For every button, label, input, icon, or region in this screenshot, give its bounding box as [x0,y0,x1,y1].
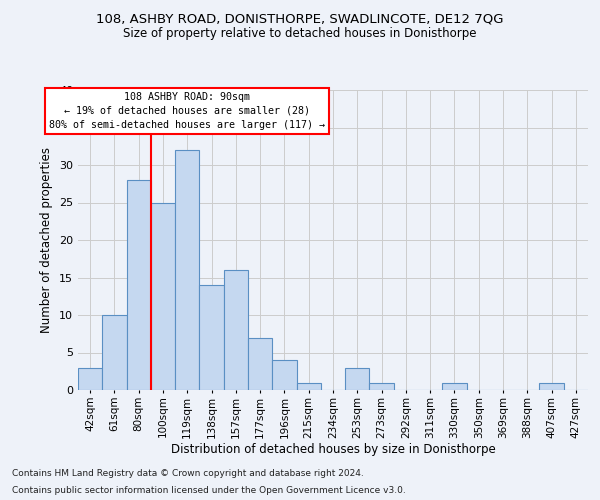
Bar [224,270,248,390]
Bar [127,180,151,390]
X-axis label: Distribution of detached houses by size in Donisthorpe: Distribution of detached houses by size … [170,443,496,456]
Bar [442,382,467,390]
Bar [175,150,199,390]
Bar [151,202,175,390]
Bar [539,382,564,390]
Bar [272,360,296,390]
Bar [345,368,370,390]
Bar [102,315,127,390]
Y-axis label: Number of detached properties: Number of detached properties [40,147,53,333]
Text: 108, ASHBY ROAD, DONISTHORPE, SWADLINCOTE, DE12 7QG: 108, ASHBY ROAD, DONISTHORPE, SWADLINCOT… [96,12,504,26]
Bar [370,382,394,390]
Text: Contains HM Land Registry data © Crown copyright and database right 2024.: Contains HM Land Registry data © Crown c… [12,468,364,477]
Bar [199,285,224,390]
Bar [248,338,272,390]
Text: Size of property relative to detached houses in Donisthorpe: Size of property relative to detached ho… [123,28,477,40]
Bar [78,368,102,390]
Text: 108 ASHBY ROAD: 90sqm
← 19% of detached houses are smaller (28)
80% of semi-deta: 108 ASHBY ROAD: 90sqm ← 19% of detached … [49,92,325,130]
Text: Contains public sector information licensed under the Open Government Licence v3: Contains public sector information licen… [12,486,406,495]
Bar [296,382,321,390]
